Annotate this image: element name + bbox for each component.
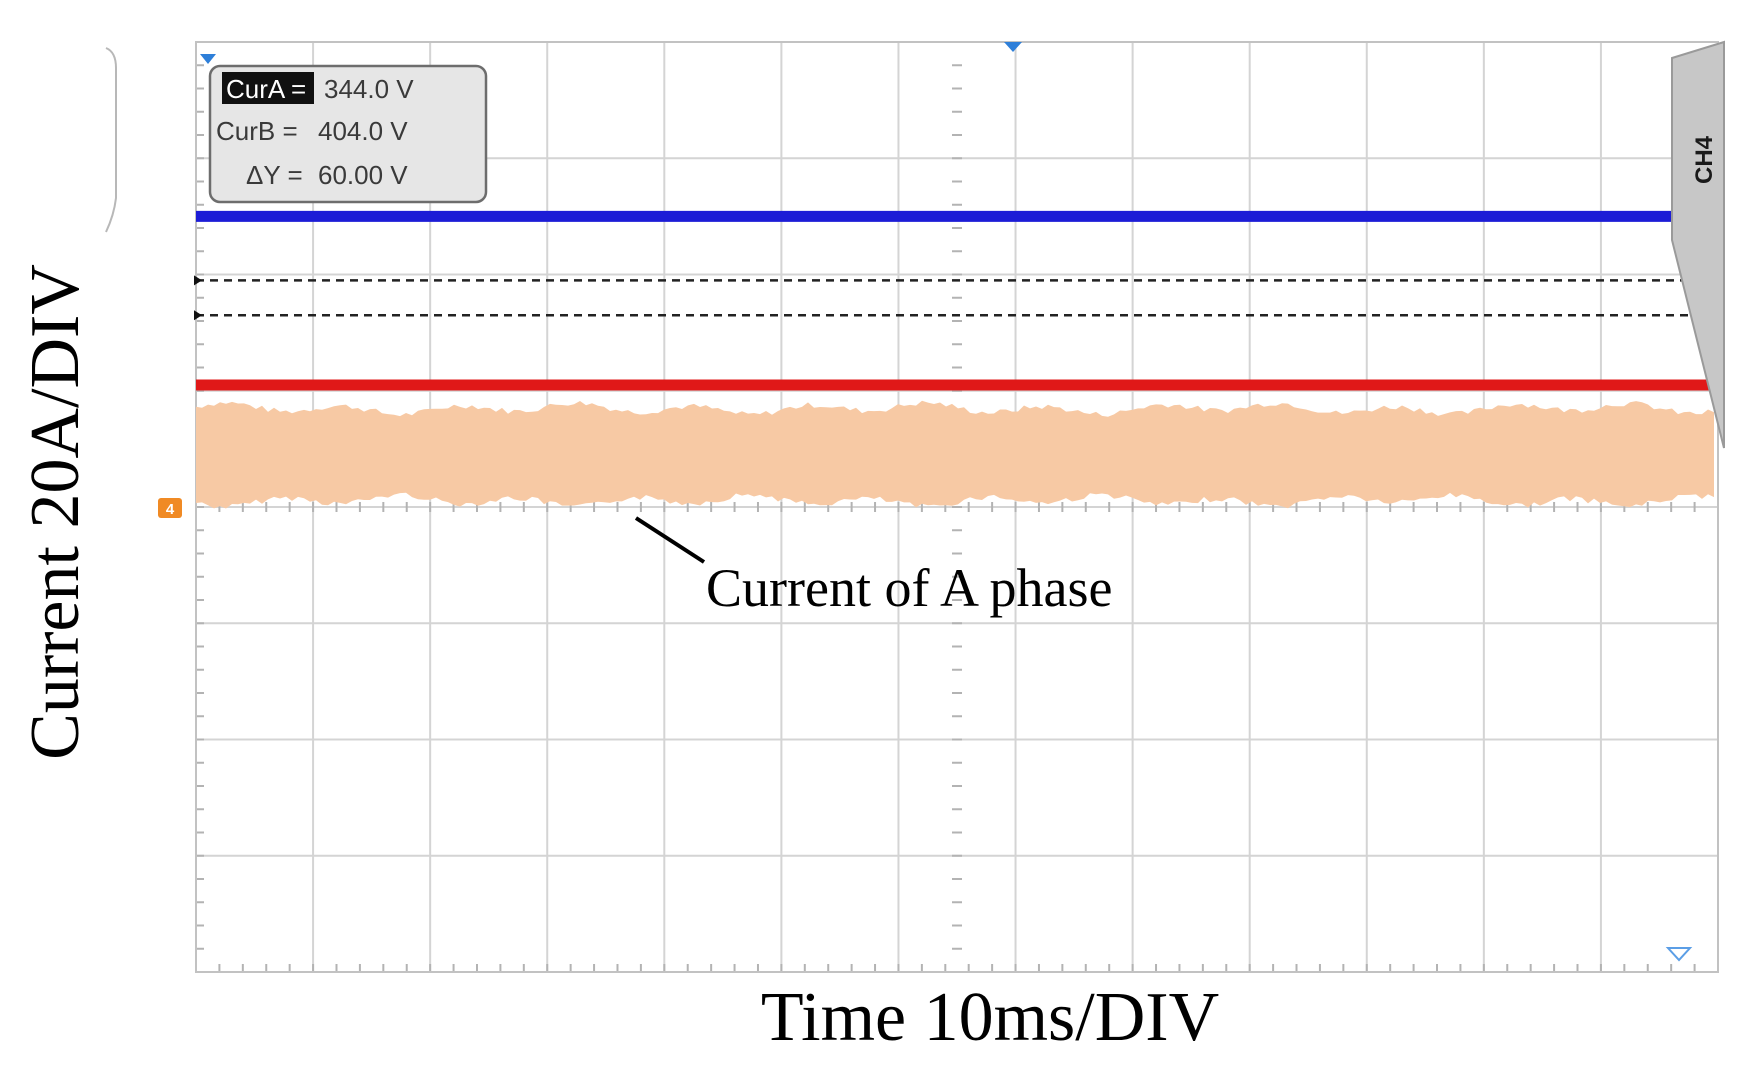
delta-y-value: 60.00 V: [318, 160, 408, 190]
channel-tab-label: CH4: [1691, 135, 1718, 184]
cursor-marker-icon: [200, 54, 216, 64]
left-bracket: [105, 47, 117, 233]
annotation-label: Current of A phase: [706, 558, 1112, 618]
curB-label: CurB =: [216, 116, 298, 146]
cursor-handle-icon[interactable]: [194, 275, 202, 286]
channel-tab[interactable]: CH4: [1671, 40, 1725, 449]
channel-4-marker: 4: [158, 498, 182, 518]
bottom-marker-icon: [1665, 947, 1693, 962]
curA-value: 344.0 V: [324, 74, 414, 104]
curB-value: 404.0 V: [318, 116, 408, 146]
delta-y-label: ΔY =: [246, 160, 303, 190]
traces: [194, 210, 1718, 509]
cursor-readout-box: CurA = 344.0 V CurB = 404.0 V ΔY = 60.00…: [208, 64, 488, 204]
plot-frame: [195, 41, 1719, 973]
trigger-marker-icon: [1004, 42, 1022, 52]
cursor-handle-icon[interactable]: [194, 310, 202, 321]
phase-a-current-trace: [196, 400, 1714, 509]
annotation-leader-line: [634, 516, 706, 564]
curA-label: CurA =: [226, 74, 306, 104]
svg-text:4: 4: [166, 501, 175, 518]
x-axis-label: Time 10ms/DIV: [761, 979, 1219, 1056]
y-axis-label: Current 20A/DIV: [17, 264, 94, 760]
